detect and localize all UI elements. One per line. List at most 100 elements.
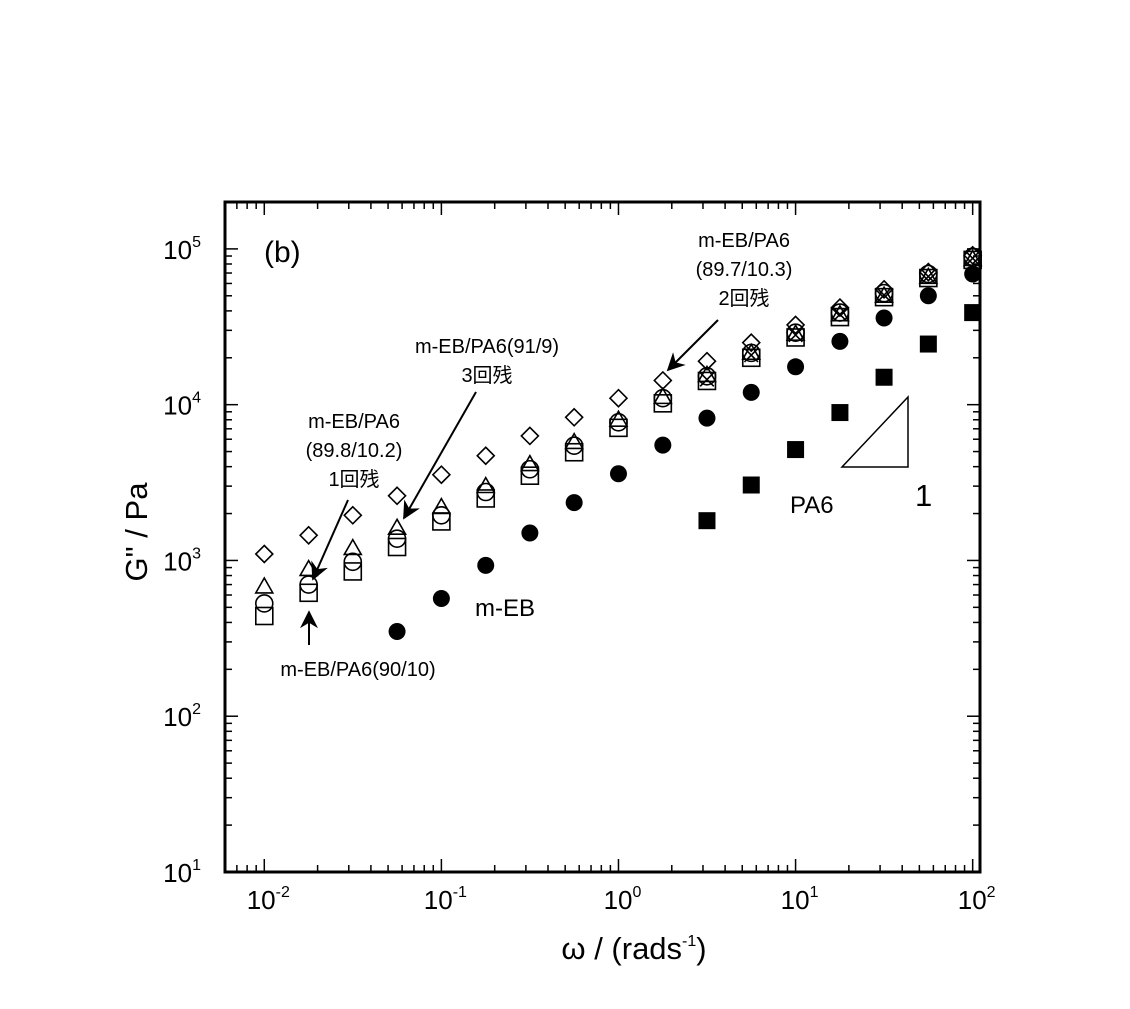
data-point-mEB bbox=[477, 556, 495, 574]
axis-ticks: 10-2 10-1 100 101 102 101 102 103 104 105 bbox=[163, 201, 996, 915]
data-point-mEB bbox=[698, 409, 716, 427]
data-point-mEB_PA6_91_9 bbox=[830, 304, 850, 322]
data-point-PA6 bbox=[831, 404, 849, 422]
data-point-PA6 bbox=[698, 512, 716, 530]
annotation-3x-residue: m-EB/PA6(91/9) 3回残 bbox=[403, 336, 559, 520]
x-axis-title: ω / (rads-1) bbox=[561, 931, 706, 966]
data-point-mEB_PA6_89_7 bbox=[965, 250, 981, 266]
data-point-mEB_PA6_89_7 bbox=[876, 287, 892, 303]
annotation-arrow bbox=[311, 499, 349, 581]
svg-text:2回残: 2回残 bbox=[718, 287, 769, 310]
data-point-mEB bbox=[388, 622, 406, 640]
data-point-mEB_PA6_diamond bbox=[874, 279, 894, 299]
label-m-eb: m-EB bbox=[475, 595, 535, 622]
data-point-mEB_PA6_91_9 bbox=[519, 454, 540, 472]
data-point-mEB_PA6_91_9 bbox=[387, 517, 407, 535]
data-point-mEB_PA6_91_9 bbox=[874, 285, 894, 303]
svg-text:3回残: 3回残 bbox=[461, 364, 512, 387]
y-tick-label: 104 bbox=[163, 390, 201, 421]
data-point-mEB_PA6_90_10 bbox=[609, 418, 628, 438]
data-point-mEB_PA6_90_10 bbox=[786, 328, 805, 347]
data-point-mEB_PA6_diamond bbox=[254, 544, 274, 564]
y-tick-label: 101 bbox=[163, 857, 201, 888]
data-point-mEB_PA6_90_10 bbox=[476, 489, 496, 508]
data-point-mEB_PA6_91_9 bbox=[564, 431, 585, 450]
data-point-mEB_PA6_91_9 bbox=[475, 476, 496, 494]
data-point-mEB_PA6_diamond bbox=[785, 315, 806, 335]
data-point-mEB bbox=[432, 589, 450, 607]
data-point-mEB_PA6_91_9 bbox=[652, 386, 673, 405]
x-tick-label: 102 bbox=[958, 884, 996, 915]
annotation-2x-residue: m-EB/PA6 (89.7/10.3) 2回残 bbox=[666, 230, 793, 372]
data-point-mEB_PA6_diamond bbox=[520, 426, 540, 446]
data-point-mEB_PA6_89_8 bbox=[919, 264, 938, 284]
annotation-1x-residue: m-EB/PA6 (89.8/10.2) 1回残 bbox=[306, 411, 403, 581]
data-point-mEB_PA6_90_10 bbox=[564, 442, 584, 462]
data-point-mEB_PA6_diamond bbox=[741, 333, 761, 353]
y-tick-label: 103 bbox=[163, 545, 201, 576]
x-tick-label: 101 bbox=[781, 884, 819, 915]
data-point-mEB bbox=[565, 494, 583, 512]
slope-label: 1 bbox=[915, 478, 932, 513]
y-axis-title: G" / Pa bbox=[119, 482, 154, 582]
data-point-mEB_PA6_91_9 bbox=[697, 364, 717, 383]
data-point-mEB_PA6_89_7 bbox=[832, 306, 848, 322]
svg-text:m-EB/PA6(90/10): m-EB/PA6(90/10) bbox=[280, 659, 435, 681]
data-point-mEB_PA6_90_10 bbox=[387, 537, 407, 557]
data-point-mEB bbox=[875, 309, 893, 327]
plot-frame bbox=[223, 200, 982, 874]
svg-text:m-EB/PA6: m-EB/PA6 bbox=[698, 230, 790, 252]
annotation-90-10: m-EB/PA6(90/10) bbox=[280, 610, 436, 681]
x-tick-label: 100 bbox=[604, 884, 642, 915]
data-point-mEB_PA6_90_10 bbox=[254, 606, 274, 626]
data-point-mEB_PA6_89_8 bbox=[343, 552, 363, 572]
x-tick-label: 10-1 bbox=[424, 884, 467, 915]
data-point-mEB_PA6_diamond bbox=[387, 486, 407, 506]
data-point-mEB_PA6_91_9 bbox=[608, 409, 629, 427]
data-point-PA6 bbox=[742, 476, 760, 494]
data-point-mEB_PA6_diamond bbox=[697, 351, 717, 371]
data-point-PA6 bbox=[964, 304, 982, 322]
data-point-mEB_PA6_diamond bbox=[653, 370, 673, 391]
data-point-mEB bbox=[964, 265, 982, 283]
data-point-mEB_PA6_90_10 bbox=[830, 307, 850, 327]
data-point-mEB_PA6_91_9 bbox=[431, 496, 452, 515]
svg-text:(89.8/10.2): (89.8/10.2) bbox=[306, 440, 403, 462]
slope-triangle bbox=[840, 395, 909, 468]
data-point-PA6 bbox=[787, 441, 805, 459]
data-point-mEB_PA6_89_7 bbox=[788, 327, 803, 343]
data-point-mEB bbox=[742, 383, 760, 401]
y-tick-label: 102 bbox=[163, 701, 201, 732]
data-point-mEB_PA6_diamond bbox=[431, 465, 452, 485]
svg-text:(89.7/10.3): (89.7/10.3) bbox=[696, 259, 793, 281]
data-point-mEB bbox=[919, 287, 937, 305]
data-point-mEB_PA6_90_10 bbox=[343, 562, 363, 581]
data-point-mEB_PA6_91_9 bbox=[962, 248, 983, 267]
svg-text:m-EB/PA6: m-EB/PA6 bbox=[308, 411, 400, 433]
data-point-mEB_PA6_91_9 bbox=[254, 576, 275, 594]
annotation-arrow bbox=[666, 319, 719, 372]
data-point-PA6 bbox=[875, 368, 893, 386]
data-point-mEB_PA6_diamond bbox=[830, 297, 850, 318]
data-point-mEB_PA6_89_7 bbox=[743, 347, 759, 363]
data-point-mEB_PA6_90_10 bbox=[299, 583, 318, 603]
data-point-mEB bbox=[831, 332, 849, 350]
data-point-mEB_PA6_89_8 bbox=[432, 505, 451, 525]
data-point-mEB_PA6_91_9 bbox=[342, 537, 363, 556]
data-point-mEB_PA6_diamond bbox=[343, 505, 363, 525]
data-marks bbox=[254, 245, 983, 640]
data-point-mEB bbox=[521, 524, 539, 542]
data-point-mEB_PA6_89_8 bbox=[609, 413, 628, 432]
data-point-mEB_PA6_diamond bbox=[299, 525, 319, 545]
y-tick-label: 105 bbox=[163, 234, 201, 265]
data-point-mEB_PA6_89_8 bbox=[387, 529, 407, 548]
data-point-mEB_PA6_diamond bbox=[564, 407, 584, 427]
data-point-mEB_PA6_diamond bbox=[608, 388, 629, 408]
data-point-mEB_PA6_89_7 bbox=[699, 372, 715, 387]
data-point-mEB_PA6_89_8 bbox=[520, 459, 540, 479]
data-point-mEB_PA6_89_8 bbox=[254, 594, 274, 613]
data-point-mEB_PA6_diamond bbox=[476, 446, 496, 466]
data-point-PA6 bbox=[919, 335, 937, 353]
data-point-mEB bbox=[787, 358, 805, 376]
